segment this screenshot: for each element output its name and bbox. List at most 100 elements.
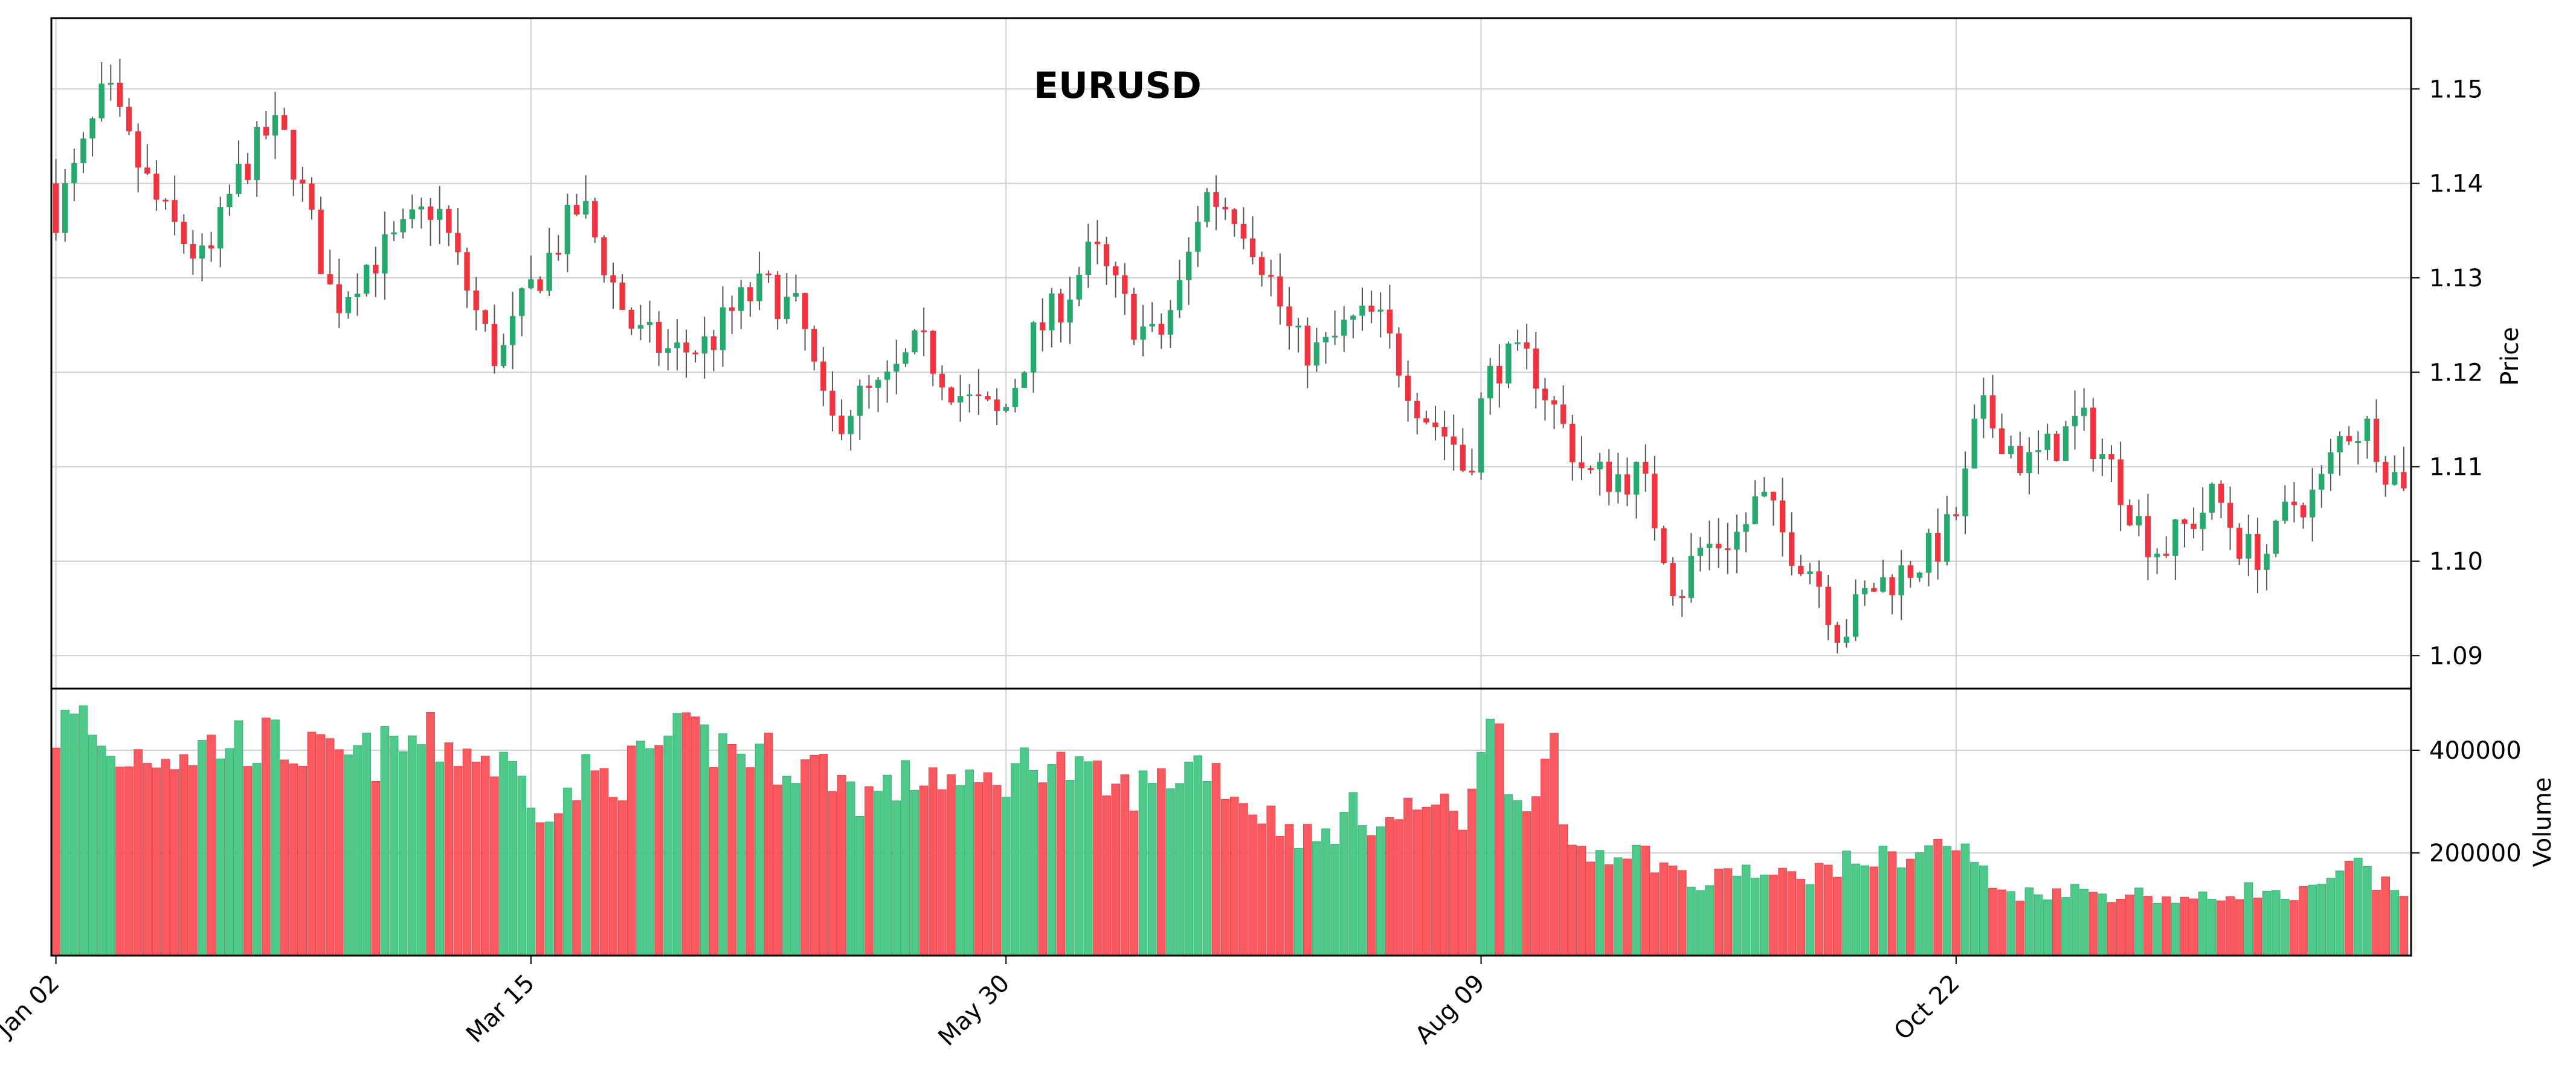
candle-body	[1067, 299, 1073, 323]
candle-body	[455, 233, 461, 252]
volume-bar	[837, 775, 846, 956]
volume-bar	[1878, 846, 1888, 956]
volume-bar	[1440, 793, 1449, 956]
candle-body	[1140, 326, 1146, 340]
candle-body	[1377, 309, 1383, 312]
volume-bar	[1805, 884, 1815, 956]
volume-bar	[1723, 868, 1733, 956]
volume-bar	[1522, 811, 1531, 956]
volume-bar	[617, 800, 627, 956]
volume-bar	[2061, 897, 2070, 956]
candle-body	[1103, 244, 1110, 266]
candle-body	[135, 131, 141, 168]
volume-bar	[910, 789, 919, 956]
volume-bar	[2244, 882, 2253, 956]
candle-body	[482, 310, 488, 324]
volume-bar	[1074, 756, 1084, 956]
volume-bar	[1833, 876, 1842, 956]
price-panel-frame	[50, 17, 2412, 690]
candle-body	[519, 288, 525, 317]
volume-bar	[1293, 847, 1303, 956]
volume-bar	[1641, 845, 1650, 956]
candle-body	[1962, 468, 1968, 516]
candle-body	[1322, 336, 1329, 342]
candle-body	[400, 219, 406, 233]
candle-body	[53, 183, 59, 233]
volume-bar	[1915, 852, 1924, 956]
volume-bar	[1504, 794, 1513, 956]
candle-body	[2373, 419, 2380, 462]
candle-body	[1003, 407, 1009, 411]
volume-bar	[1056, 751, 1066, 956]
volume-bar	[2189, 898, 2198, 956]
volume-bar	[234, 720, 243, 956]
volume-bar	[892, 800, 901, 956]
date-tick-label: Aug 09	[1410, 969, 1490, 1050]
candle-body	[839, 416, 845, 434]
price-tick-label: 1.09	[2429, 642, 2483, 670]
volume-bar	[2143, 896, 2153, 956]
candle-body	[1925, 533, 1932, 573]
volume-bar	[700, 724, 709, 956]
candle-body	[181, 222, 187, 245]
volume-bar	[480, 756, 490, 956]
volume-bar	[1102, 795, 1111, 956]
candle-body	[1331, 335, 1338, 338]
volume-bar	[1531, 796, 1541, 956]
candle-body	[1185, 251, 1192, 280]
candle-body	[1679, 596, 1685, 598]
candle-body	[1980, 395, 1986, 419]
candle-body	[89, 118, 95, 139]
candle-body	[1989, 395, 1996, 429]
candle-body	[1423, 418, 1429, 423]
volume-bar	[1906, 858, 1915, 956]
volume-bar	[1559, 824, 1568, 956]
candle-body	[692, 352, 698, 355]
volume-bar	[2207, 898, 2217, 956]
volume-bar	[1184, 761, 1193, 956]
candle-body	[2081, 407, 2087, 416]
candle-body	[126, 106, 132, 132]
candle-body	[1341, 320, 1347, 336]
volume-bar	[544, 822, 554, 956]
volume-bar	[371, 780, 381, 956]
volume-bar	[1988, 887, 1997, 956]
candle-body	[1570, 423, 1576, 463]
candle-body	[1122, 275, 1128, 294]
candle-body	[1697, 547, 1704, 556]
candle-body	[427, 206, 434, 220]
candle-body	[1743, 524, 1749, 532]
candle-body	[2163, 553, 2169, 556]
volume-panel-frame	[50, 687, 2412, 957]
volume-bar	[1120, 774, 1130, 956]
candle-body	[2218, 483, 2224, 503]
volume-bar	[1969, 862, 1979, 956]
candle-body	[1396, 333, 1402, 376]
candle-body	[291, 129, 297, 180]
candle-body	[1386, 309, 1393, 334]
volume-bar	[1001, 797, 1011, 956]
volume-bar	[1020, 747, 1029, 956]
candle-body	[1030, 322, 1037, 373]
candle-body	[948, 387, 955, 403]
candle-body	[2035, 450, 2041, 452]
price-axis-label: Price	[2496, 327, 2524, 386]
candle-body	[464, 252, 470, 291]
volume-bar	[1687, 886, 1696, 956]
candle-body	[637, 325, 644, 329]
candle-body	[345, 297, 352, 314]
candle-body	[2309, 489, 2316, 518]
candle-body	[1843, 637, 1850, 643]
candle-body	[655, 321, 662, 353]
candle-body	[1359, 305, 1365, 316]
volume-bar	[389, 736, 399, 956]
volume-bar	[471, 762, 481, 956]
volume-bar	[782, 776, 791, 956]
volume-bar	[1942, 846, 1952, 956]
candle-body	[1852, 594, 1859, 637]
volume-bar	[1787, 871, 1797, 956]
candle-body	[354, 294, 361, 298]
volume-bar	[1668, 865, 1678, 956]
candle-body	[71, 163, 77, 184]
candle-body	[1789, 532, 1795, 566]
